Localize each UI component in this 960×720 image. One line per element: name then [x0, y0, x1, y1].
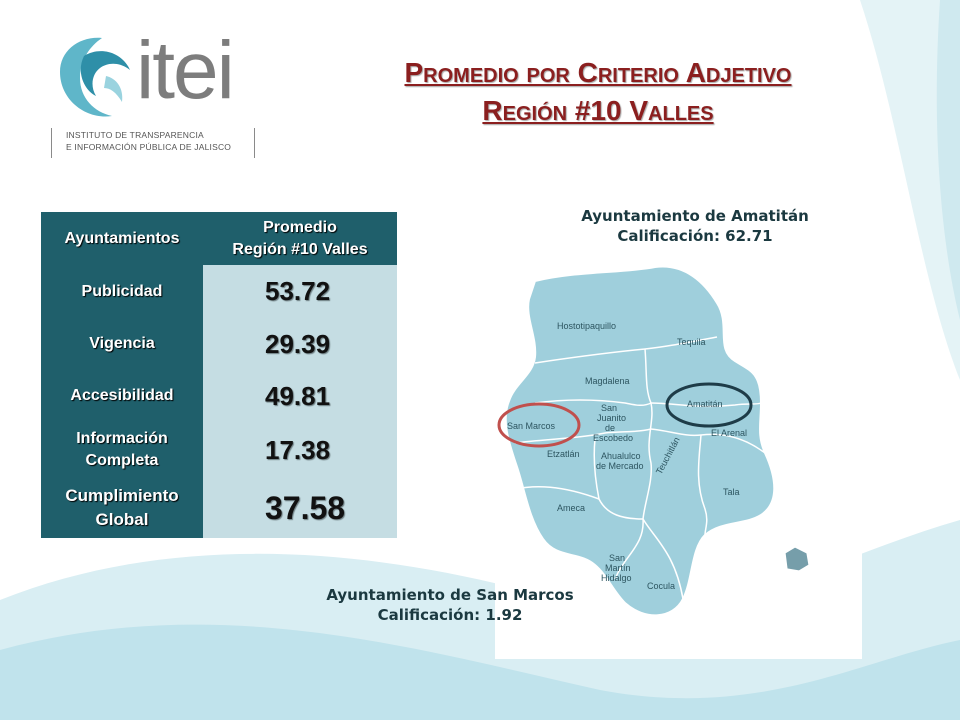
sanmarcos-highlight-circle [497, 402, 581, 448]
label-ahualulco-2: de Mercado [596, 461, 644, 471]
logo-divider-left [51, 128, 52, 158]
label-san-juanito-4: Escobedo [593, 433, 633, 443]
region-map-svg: Hostotipaquillo Tequila Magdalena Amatit… [497, 265, 848, 617]
label-san-marcos: San Marcos [507, 421, 556, 431]
label-etzatlan: Etzatlán [547, 449, 580, 459]
table-row: Vigencia 29.39 [41, 318, 397, 370]
amatitan-highlight-circle [665, 382, 753, 428]
slide-title: Promedio por Criterio Adjetivo Región #1… [318, 54, 878, 130]
label-el-arenal: El Arenal [711, 428, 747, 438]
table-header-row: Ayuntamientos Promedio Región #10 Valles [41, 212, 397, 265]
label-hostotipaquillo: Hostotipaquillo [557, 321, 616, 331]
table-row: Cumplimiento Global 37.58 [41, 478, 397, 538]
label-tala: Tala [723, 487, 740, 497]
sanmarcos-callout-score: Calificación: 1.92 [377, 606, 523, 624]
sanmarcos-callout-name: Ayuntamiento de San Marcos [326, 586, 574, 604]
row-label-cumplimiento-global: Cumplimiento Global [41, 478, 203, 538]
municipality-borders [514, 336, 766, 600]
header-promedio-line1: Promedio [263, 218, 337, 236]
row-value-accesibilidad: 49.81 [203, 370, 397, 422]
label-ahualulco-1: Ahualulco [601, 451, 641, 461]
criteria-table: Ayuntamientos Promedio Región #10 Valles… [41, 212, 397, 538]
logo-subtitle-line1: INSTITUTO DE TRANSPARENCIA [66, 130, 204, 140]
table-row: Accesibilidad 49.81 [41, 370, 397, 422]
header-promedio-line2: Región #10 Valles [232, 240, 368, 258]
amatitan-callout: Ayuntamiento de Amatitán Calificación: 6… [560, 206, 830, 246]
label-san-juanito-1: San [601, 403, 617, 413]
slide-title-line1: Promedio por Criterio Adjetivo [404, 57, 792, 88]
region-map: Hostotipaquillo Tequila Magdalena Amatit… [495, 253, 862, 659]
jalisco-locator-map [741, 520, 848, 617]
row-label-vigencia: Vigencia [41, 318, 203, 370]
label-san-martin-2: Martín [605, 563, 631, 573]
row-value-cumplimiento-global: 37.58 [203, 478, 397, 538]
sanmarcos-callout: Ayuntamiento de San Marcos Calificación:… [300, 585, 600, 625]
amatitan-callout-score: Calificación: 62.71 [617, 227, 773, 245]
row-label-cumplimiento-line2: Global [95, 510, 149, 529]
label-san-juanito-3: de [605, 423, 615, 433]
row-label-accesibilidad: Accesibilidad [41, 370, 203, 422]
label-ameca: Ameca [557, 503, 585, 513]
label-san-martin-3: Hidalgo [601, 573, 632, 583]
label-san-juanito-2: Juanito [597, 413, 626, 423]
row-value-informacion-completa: 17.38 [203, 422, 397, 478]
row-label-cumplimiento-line1: Cumplimiento [65, 486, 179, 505]
row-label-informacion-line2: Completa [85, 452, 159, 469]
row-label-publicidad: Publicidad [41, 265, 203, 318]
row-label-informacion-line1: Información [76, 430, 168, 447]
region-shape [504, 265, 776, 617]
amatitan-callout-name: Ayuntamiento de Amatitán [581, 207, 809, 225]
label-cocula: Cocula [647, 581, 675, 591]
logo-divider-right [254, 128, 255, 158]
label-magdalena: Magdalena [585, 376, 630, 386]
logo-wordmark: itei [136, 25, 235, 116]
label-tequila: Tequila [677, 337, 706, 347]
logo-emblem-icon [60, 37, 130, 117]
label-amatitan: Amatitán [687, 399, 723, 409]
itei-logo: itei INSTITUTO DE TRANSPARENCIA E INFORM… [44, 25, 274, 160]
slide-title-line2: Región #10 Valles [482, 95, 714, 126]
row-value-publicidad: 53.72 [203, 265, 397, 318]
logo-subtitle-line2: E INFORMACIÓN PÚBLICA DE JALISCO [66, 142, 232, 152]
row-label-informacion-completa: Información Completa [41, 422, 203, 478]
table-row: Información Completa 17.38 [41, 422, 397, 478]
label-san-martin-1: San [609, 553, 625, 563]
table-row: Publicidad 53.72 [41, 265, 397, 318]
header-ayuntamientos: Ayuntamientos [41, 212, 203, 265]
row-value-vigencia: 29.39 [203, 318, 397, 370]
header-promedio: Promedio Región #10 Valles [203, 212, 397, 265]
